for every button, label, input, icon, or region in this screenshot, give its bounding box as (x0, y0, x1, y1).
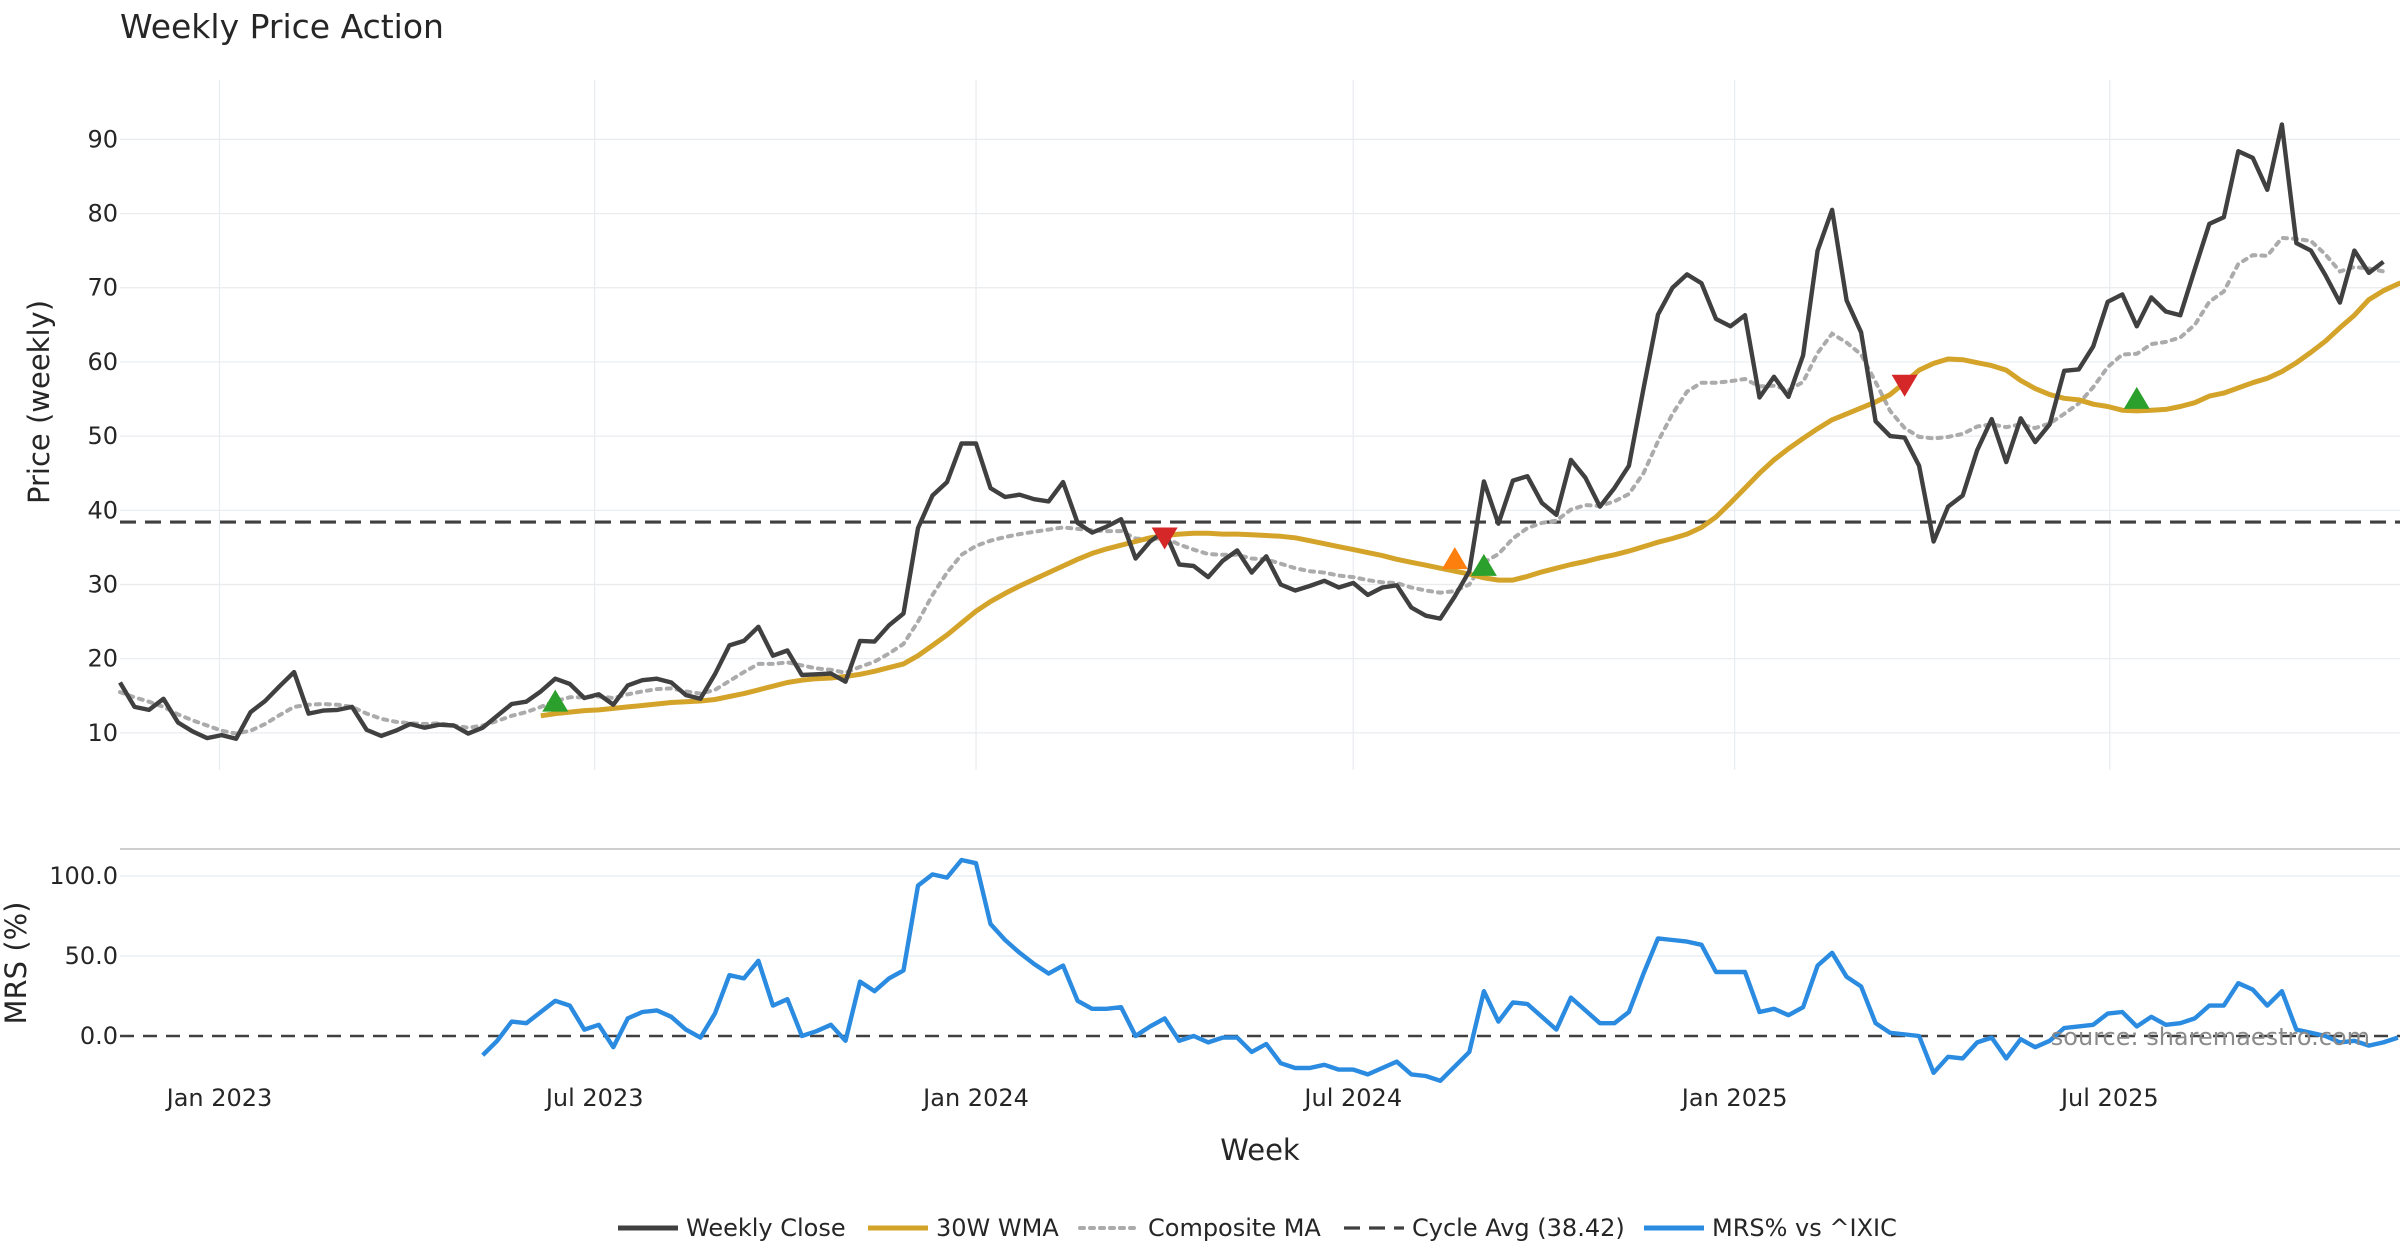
mrs-series (120, 857, 2400, 1084)
price-y-tick-label: 30 (87, 571, 118, 599)
buy-signal-marker (2123, 386, 2150, 409)
x-tick-label: Jul 2023 (544, 1084, 644, 1112)
price-y-tick-label: 90 (87, 125, 118, 153)
composite-ma-line (118, 235, 2386, 736)
price-y-ticks: 10 20 30 40 50 60 70 80 90 (87, 125, 118, 747)
legend-label: MRS% vs ^IXIC (1712, 1214, 1897, 1242)
mrs-y-axis-label: MRS (%) (0, 902, 33, 1025)
x-axis-ticks: Jan 2023 Jul 2023 Jan 2024 Jul 2024 Jan 2025… (165, 1084, 2159, 1112)
mrs-gridlines (120, 875, 2400, 957)
mrs-y-tick-label: 50.0 (65, 942, 118, 970)
x-tick-label: Jan 2025 (1680, 1084, 1788, 1112)
price-y-tick-label: 80 (87, 200, 118, 228)
legend: Weekly Close 30W WMA Composite MA Cycle Avg… (618, 1214, 1897, 1242)
source-note: source: sharemaestro.com (2051, 1023, 2370, 1051)
buy-signal-marker (1470, 553, 1497, 576)
price-y-tick-label: 60 (87, 348, 118, 376)
price-y-tick-label: 10 (87, 719, 118, 747)
legend-label: 30W WMA (936, 1214, 1059, 1242)
x-tick-label: Jan 2024 (921, 1084, 1029, 1112)
mrs-y-tick-label: 100.0 (49, 862, 118, 890)
x-tick-label: Jul 2024 (1302, 1084, 1402, 1112)
mrs-y-tick-label: 0.0 (80, 1022, 118, 1050)
sell-signal-marker (1891, 374, 1918, 397)
x-tick-label: Jan 2023 (165, 1084, 273, 1112)
sell-signal-marker (1151, 527, 1178, 550)
price-series (118, 122, 2400, 741)
weekly-close-line (118, 122, 2385, 741)
price-gridlines (120, 80, 2400, 770)
price-y-tick-label: 20 (87, 645, 118, 673)
signal-markers (542, 374, 2150, 712)
price-y-tick-label: 70 (87, 274, 118, 302)
x-axis-label: Week (1220, 1133, 1300, 1167)
buy-signal-marker (1441, 547, 1468, 570)
price-y-tick-label: 40 (87, 496, 118, 524)
legend-label: Weekly Close (686, 1214, 846, 1242)
legend-label: Composite MA (1148, 1214, 1321, 1242)
chart-title: Weekly Price Action (120, 7, 444, 46)
price-y-tick-label: 50 (87, 422, 118, 450)
mrs-line (481, 857, 2399, 1084)
buy-signal-marker (542, 689, 569, 712)
mrs-y-ticks: 100.0 50.0 0.0 (49, 862, 118, 1050)
price-y-axis-label: Price (weekly) (22, 300, 56, 504)
x-tick-label: Jul 2025 (2059, 1084, 2159, 1112)
legend-label: Cycle Avg (38.42) (1412, 1214, 1625, 1242)
wma-30w-line (540, 280, 2400, 719)
